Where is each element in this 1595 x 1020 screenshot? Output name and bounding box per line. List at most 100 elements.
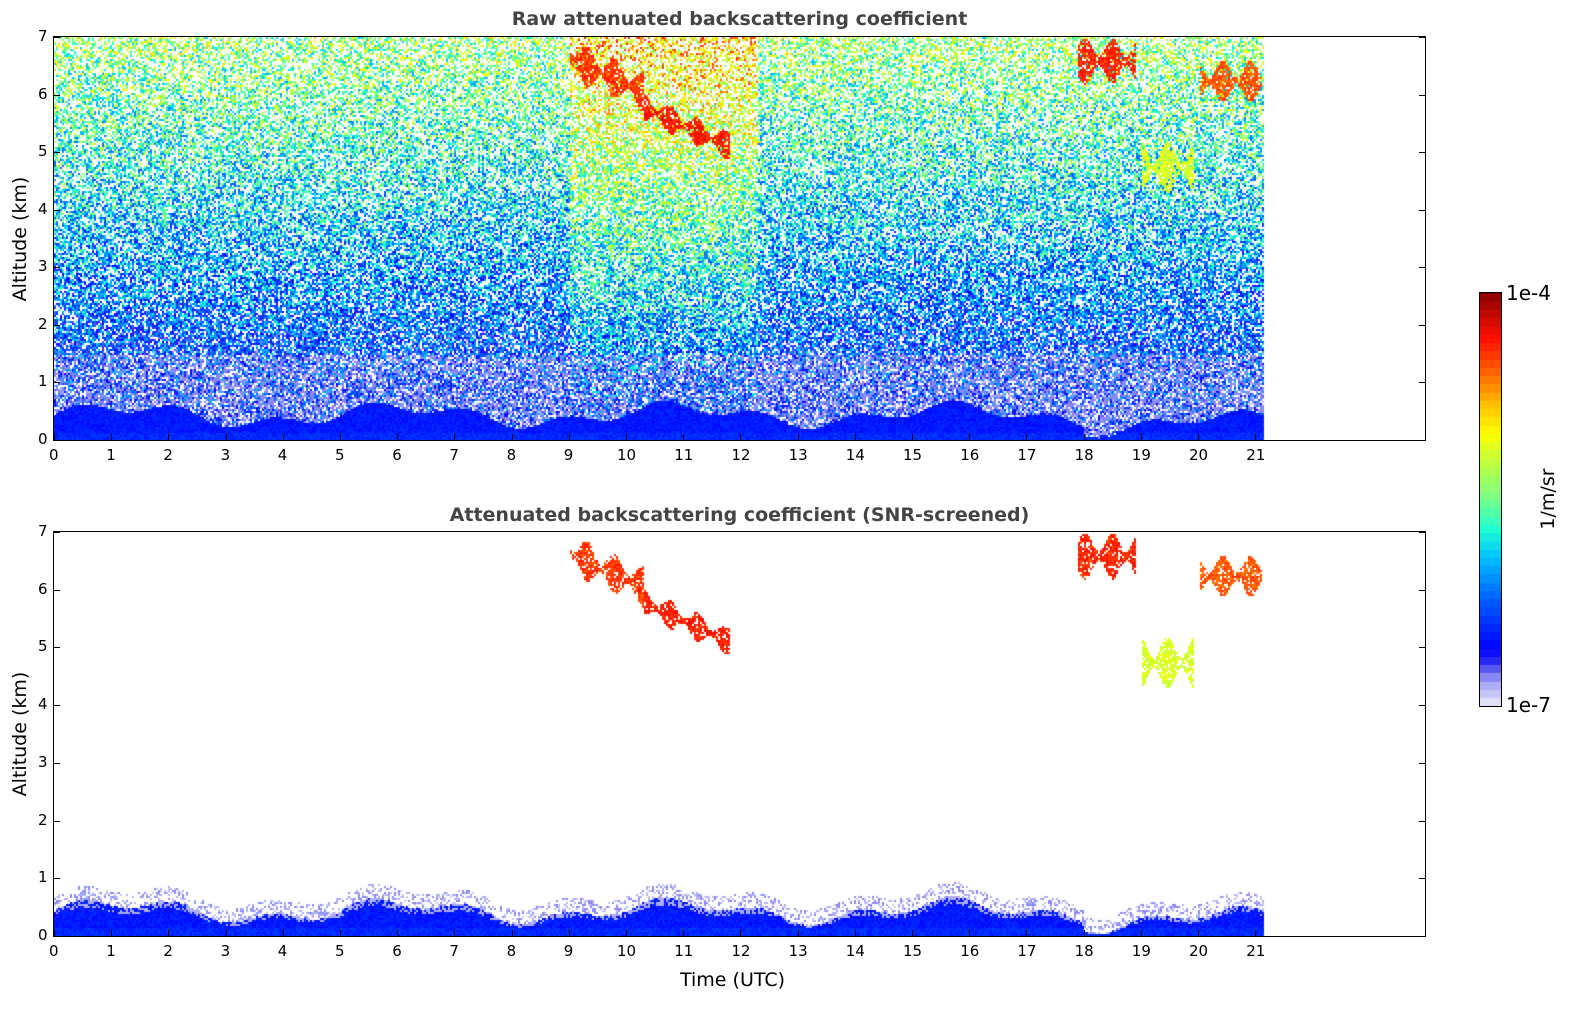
x-tick-mark bbox=[1140, 434, 1142, 440]
x-tick-label: 6 bbox=[392, 942, 402, 960]
top-plot-title: Raw attenuated backscattering coefficien… bbox=[511, 8, 968, 30]
y-tick-mark bbox=[54, 878, 60, 880]
bottom-plot-title: Attenuated backscattering coefficient (S… bbox=[449, 504, 1030, 526]
y-tick-mark bbox=[54, 440, 60, 441]
x-tick-mark bbox=[282, 930, 284, 936]
y-tick-mark bbox=[54, 705, 60, 707]
x-tick-mark bbox=[626, 434, 627, 440]
y-tick-mark bbox=[54, 936, 60, 937]
y-tick-mark bbox=[54, 209, 60, 211]
y-tick-label: 0 bbox=[38, 926, 48, 944]
x-tick-label: 1 bbox=[106, 446, 116, 464]
y-tick-label: 3 bbox=[38, 752, 48, 771]
y-tick-mark bbox=[1419, 820, 1425, 822]
x-tick-label: 10 bbox=[617, 446, 637, 464]
colorbar bbox=[1479, 292, 1502, 707]
x-tick-label: 14 bbox=[845, 942, 865, 960]
y-tick-mark bbox=[1419, 324, 1425, 326]
y-tick-mark bbox=[1419, 382, 1425, 384]
x-tick-label: 5 bbox=[335, 446, 345, 464]
y-tick-label: 7 bbox=[38, 522, 48, 540]
x-tick-mark bbox=[1140, 930, 1142, 936]
y-tick-mark bbox=[54, 382, 60, 384]
y-tick-mark bbox=[54, 152, 60, 154]
raw-backscatter-heatmap bbox=[54, 37, 1425, 440]
x-tick-label: 15 bbox=[903, 942, 923, 960]
x-tick-mark bbox=[454, 434, 456, 440]
y-tick-mark bbox=[54, 37, 60, 38]
x-tick-mark bbox=[854, 434, 856, 440]
y-tick-mark bbox=[1419, 878, 1425, 880]
x-tick-mark bbox=[1083, 434, 1085, 440]
y-tick-mark bbox=[1419, 589, 1425, 591]
x-tick-mark bbox=[454, 930, 456, 936]
x-tick-mark bbox=[568, 930, 570, 936]
x-tick-label: 20 bbox=[1189, 942, 1209, 960]
x-tick-mark bbox=[1026, 434, 1028, 440]
bottom-y-axis-label: Altitude (km) bbox=[9, 671, 31, 797]
x-tick-mark bbox=[1198, 930, 1199, 936]
x-tick-mark bbox=[626, 930, 627, 936]
top-plot-axes bbox=[53, 36, 1426, 441]
x-tick-label: 2 bbox=[163, 942, 173, 960]
y-tick-label: 6 bbox=[38, 84, 48, 103]
x-tick-mark bbox=[854, 930, 856, 936]
x-tick-mark bbox=[740, 930, 742, 936]
x-tick-mark bbox=[740, 434, 742, 440]
y-tick-label: 3 bbox=[38, 257, 48, 276]
x-tick-label: 21 bbox=[1246, 446, 1266, 464]
y-tick-mark bbox=[54, 589, 60, 591]
x-tick-mark bbox=[168, 434, 170, 440]
x-tick-label: 19 bbox=[1131, 446, 1151, 464]
x-tick-label: 3 bbox=[220, 446, 231, 464]
x-tick-label: 3 bbox=[220, 942, 231, 960]
x-tick-label: 18 bbox=[1074, 942, 1094, 960]
top-y-axis-label: Altitude (km) bbox=[9, 176, 31, 302]
colorbar-max-label: 1e-4 bbox=[1506, 281, 1551, 305]
x-tick-mark bbox=[1255, 930, 1257, 936]
x-tick-mark bbox=[1198, 434, 1199, 440]
x-tick-mark bbox=[54, 930, 55, 936]
x-tick-mark bbox=[1083, 930, 1085, 936]
y-tick-label: 2 bbox=[38, 810, 48, 829]
x-tick-mark bbox=[282, 434, 284, 440]
y-tick-mark bbox=[54, 647, 60, 649]
bottom-plot-axes bbox=[53, 531, 1426, 937]
x-tick-label: 11 bbox=[674, 942, 694, 960]
x-tick-label: 21 bbox=[1246, 942, 1266, 960]
x-tick-label: 0 bbox=[49, 942, 59, 960]
x-tick-mark bbox=[168, 930, 170, 936]
y-tick-mark bbox=[54, 532, 60, 533]
x-tick-mark bbox=[54, 434, 55, 440]
x-tick-label: 20 bbox=[1189, 446, 1209, 464]
y-tick-mark bbox=[1419, 94, 1425, 96]
x-tick-mark bbox=[397, 434, 399, 440]
x-tick-mark bbox=[912, 434, 913, 440]
x-tick-label: 16 bbox=[960, 446, 980, 464]
x-tick-mark bbox=[912, 930, 913, 936]
x-tick-label: 17 bbox=[1017, 446, 1037, 464]
y-tick-mark bbox=[1419, 936, 1425, 937]
x-tick-mark bbox=[225, 434, 227, 440]
y-tick-label: 2 bbox=[38, 314, 48, 333]
x-tick-label: 15 bbox=[903, 446, 923, 464]
x-tick-label: 4 bbox=[277, 446, 288, 464]
x-tick-mark bbox=[797, 434, 799, 440]
y-tick-mark bbox=[1419, 532, 1425, 533]
y-tick-mark bbox=[1419, 705, 1425, 707]
colorbar-min-label: 1e-7 bbox=[1506, 693, 1551, 717]
x-tick-label: 13 bbox=[788, 942, 808, 960]
x-tick-label: 16 bbox=[960, 942, 980, 960]
y-tick-mark bbox=[54, 324, 60, 326]
x-tick-label: 9 bbox=[563, 446, 574, 464]
x-tick-mark bbox=[683, 434, 685, 440]
x-tick-label: 2 bbox=[163, 446, 173, 464]
y-tick-mark bbox=[1419, 762, 1425, 764]
y-tick-mark bbox=[1419, 647, 1425, 649]
x-tick-mark bbox=[511, 930, 513, 936]
x-tick-label: 7 bbox=[449, 942, 459, 960]
x-tick-mark bbox=[511, 434, 513, 440]
y-tick-mark bbox=[1419, 440, 1425, 441]
x-axis-label: Time (UTC) bbox=[680, 969, 786, 991]
x-tick-label: 8 bbox=[506, 942, 517, 960]
